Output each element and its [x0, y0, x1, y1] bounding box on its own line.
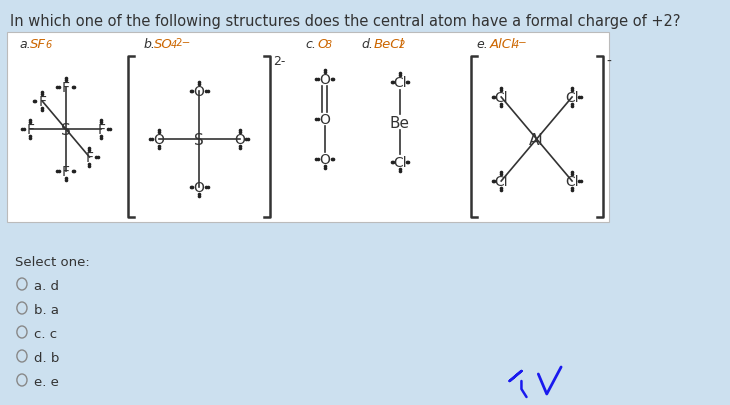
Text: a.: a.: [20, 38, 31, 51]
Text: 4: 4: [170, 40, 177, 50]
FancyBboxPatch shape: [7, 33, 610, 222]
Text: Cl: Cl: [494, 91, 508, 105]
Text: Al: Al: [529, 132, 544, 147]
Text: O: O: [320, 153, 330, 166]
Text: 4: 4: [513, 40, 519, 50]
Text: O: O: [153, 133, 164, 147]
Text: 2: 2: [399, 40, 405, 50]
Text: d.: d.: [361, 38, 373, 51]
Text: F: F: [26, 123, 34, 136]
Text: F: F: [62, 81, 70, 95]
Text: c.: c.: [305, 38, 316, 51]
Text: SO: SO: [155, 38, 173, 51]
Text: c. c: c. c: [34, 327, 57, 340]
Text: 3: 3: [326, 40, 332, 50]
Text: O: O: [234, 133, 245, 147]
Text: d. b: d. b: [34, 351, 59, 364]
Text: BeCl: BeCl: [374, 38, 404, 51]
Text: 6: 6: [45, 40, 52, 50]
Text: 2−: 2−: [175, 38, 191, 48]
Text: e.: e.: [477, 38, 488, 51]
Text: Cl: Cl: [494, 175, 508, 189]
Text: F: F: [62, 164, 70, 179]
Text: -: -: [607, 55, 612, 69]
Text: Be: Be: [390, 115, 410, 130]
Text: In which one of the following structures does the central atom have a formal cha: In which one of the following structures…: [10, 14, 680, 29]
Text: 2-: 2-: [273, 55, 285, 68]
Text: S: S: [194, 132, 204, 147]
Text: AlCl: AlCl: [489, 38, 515, 51]
Text: a. d: a. d: [34, 279, 58, 292]
Text: b.: b.: [143, 38, 155, 51]
Text: Cl: Cl: [393, 76, 407, 90]
Text: SF: SF: [31, 38, 47, 51]
Text: O: O: [320, 113, 330, 127]
Text: F: F: [38, 95, 46, 109]
Text: Cl: Cl: [565, 175, 579, 189]
Text: O: O: [318, 38, 328, 51]
Text: O: O: [193, 181, 204, 194]
Text: O: O: [193, 85, 204, 99]
Text: F: F: [85, 151, 93, 164]
Text: b. a: b. a: [34, 303, 58, 316]
Text: Cl: Cl: [393, 156, 407, 170]
Text: S: S: [61, 122, 71, 137]
Text: Cl: Cl: [565, 91, 579, 105]
Text: e. e: e. e: [34, 375, 58, 388]
Text: Select one:: Select one:: [15, 256, 90, 269]
Text: −: −: [518, 38, 527, 48]
Text: O: O: [320, 73, 330, 87]
Text: F: F: [97, 123, 105, 136]
